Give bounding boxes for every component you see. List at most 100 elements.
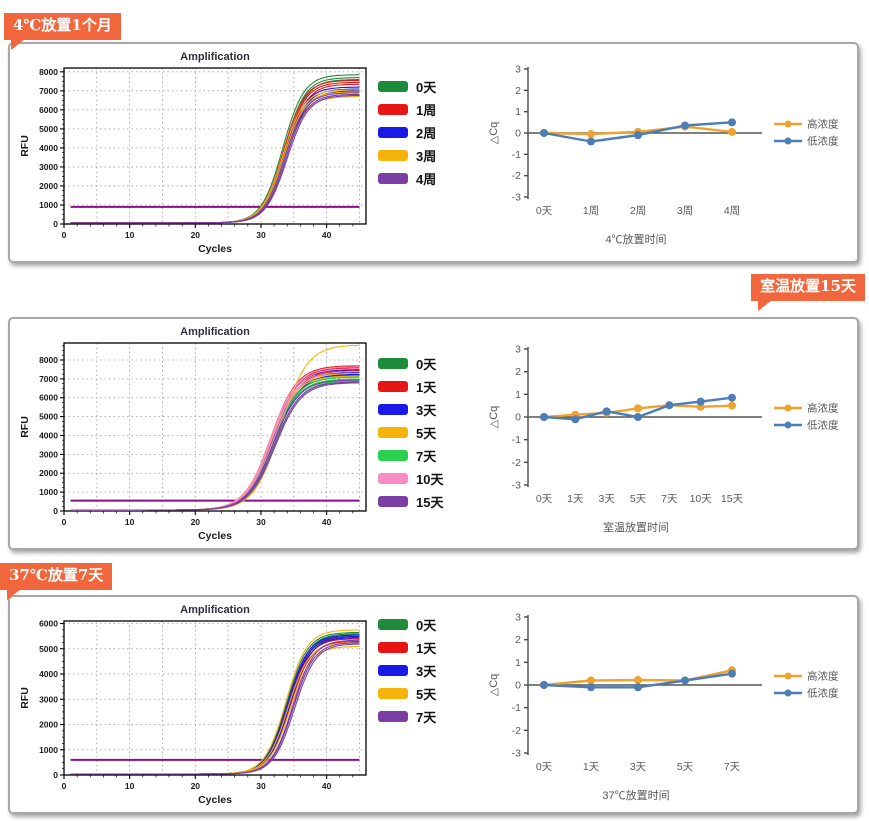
y-tick-label: 0 — [53, 770, 58, 780]
legend-label: 0天 — [416, 618, 437, 633]
y-tick-label: 0 — [53, 219, 58, 229]
data-point — [540, 129, 548, 137]
data-point — [587, 130, 595, 139]
amplification-curve — [70, 370, 360, 511]
amplification-chart-37c: Amplification 0 1000 2000 3000 4000 5000 6000 0 1… — [19, 604, 367, 806]
data-point — [728, 127, 736, 136]
legend-item: 1天 — [378, 641, 482, 656]
y-tick-label: 3 — [515, 344, 521, 356]
legend-item: 0天 — [378, 618, 482, 633]
legend-item: 3天 — [378, 403, 482, 418]
y-tick-label: 5000 — [39, 412, 58, 422]
amplification-curve — [70, 640, 360, 775]
y-tick-label: 1 — [515, 389, 521, 401]
x-tick-label: 40 — [322, 230, 332, 240]
x-tick-label: 3周 — [677, 205, 693, 217]
data-point — [728, 118, 736, 127]
legend-swatch — [378, 665, 408, 676]
x-tick-label: 2周 — [630, 205, 646, 217]
legend-swatch — [378, 358, 408, 369]
legend-swatch — [378, 642, 408, 653]
y-tick-label: 4000 — [39, 430, 58, 440]
panel-4c-storage: Amplification 0 1000 2000 3000 4000 5000 6000 70… — [8, 42, 859, 263]
data-point — [634, 676, 642, 685]
y-tick-label: 1000 — [39, 487, 58, 497]
y-tick-label: -2 — [512, 725, 521, 737]
y-tick-label: 0 — [53, 506, 58, 516]
y-tick-label: 1000 — [39, 200, 58, 210]
legend-swatch — [378, 473, 408, 484]
y-tick-label: 0 — [515, 680, 521, 692]
amplification-curve — [70, 367, 360, 511]
legend-marker — [784, 672, 792, 680]
legend-label: 10天 — [416, 472, 444, 487]
x-tick-label: 20 — [191, 781, 201, 791]
legend-swatch — [378, 173, 408, 184]
y-tick-label: 3000 — [39, 162, 58, 172]
legend-item: 0天 — [378, 80, 482, 95]
amplification-legend-37c: 0天 1天 3天 5天 7天 — [378, 618, 482, 725]
data-point — [681, 676, 689, 685]
chart-title: Amplification — [180, 326, 250, 338]
plot-frame — [63, 67, 367, 225]
amplification-curve — [70, 370, 360, 511]
legend-swatch — [378, 150, 408, 161]
amplification-curve — [70, 92, 360, 224]
legend-label: 3天 — [416, 664, 437, 679]
amplification-curve — [70, 374, 360, 511]
amplification-curve — [70, 86, 360, 224]
x-tick-label: 0天 — [536, 761, 553, 773]
y-tick-label: 2000 — [39, 181, 58, 191]
amplification-curve — [70, 378, 360, 511]
legend-item: 5天 — [378, 687, 482, 702]
y-tick-label: 6000 — [39, 105, 58, 115]
panel-label-4c-storage: 4℃放置1个月 — [4, 13, 121, 50]
legend-item: 4周 — [378, 172, 482, 187]
x-tick-label: 7天 — [724, 761, 741, 773]
x-tick-label: 30 — [256, 781, 266, 791]
data-point — [602, 407, 611, 416]
amplification-curve — [70, 88, 360, 224]
data-point — [587, 676, 595, 685]
y-axis-label: RFU — [19, 135, 31, 157]
x-tick-label: 40 — [322, 517, 332, 527]
y-tick-label: 3000 — [39, 694, 58, 704]
x-tick-label: 20 — [191, 517, 201, 527]
y-tick-label: -2 — [512, 457, 521, 469]
amplification-curve — [70, 639, 360, 775]
data-point — [587, 137, 595, 146]
legend-label: 3天 — [416, 403, 437, 418]
legend-label: 0天 — [416, 80, 437, 95]
panel-label-room-temp-storage: 室温放置15天 — [751, 274, 865, 311]
y-axis-label: △Cq — [488, 122, 500, 145]
data-point — [571, 415, 580, 424]
legend-swatch — [378, 619, 408, 630]
amplification-curve — [70, 376, 360, 511]
x-tick-label: 3天 — [630, 761, 647, 773]
legend-swatch — [378, 450, 408, 461]
y-tick-label: 8000 — [39, 67, 58, 77]
y-tick-label: 2 — [515, 366, 521, 378]
x-tick-label: 5天 — [677, 761, 694, 773]
y-tick-label: -3 — [512, 192, 521, 204]
legend-item: 3周 — [378, 149, 482, 164]
x-tick-label: 0天 — [536, 205, 553, 217]
legend-item: 1周 — [378, 103, 482, 118]
legend-item: 10天 — [378, 472, 482, 487]
y-tick-label: 5000 — [39, 644, 58, 654]
y-tick-label: -3 — [512, 748, 521, 760]
amplification-curve — [70, 643, 360, 775]
data-point — [665, 401, 674, 410]
x-tick-label: 10天 — [690, 493, 713, 505]
y-axis-label: RFU — [19, 687, 31, 709]
legend-swatch — [378, 711, 408, 722]
x-tick-label: 5天 — [630, 493, 647, 505]
x-tick-label: 3天 — [598, 493, 615, 505]
y-tick-label: -1 — [512, 702, 521, 714]
y-tick-label: -2 — [512, 170, 521, 182]
y-tick-label: 1 — [515, 657, 521, 669]
y-tick-label: 1 — [515, 106, 521, 118]
amplification-curve — [70, 369, 360, 511]
amplification-legend-4c: 0天 1周 2周 3周 4周 — [378, 80, 482, 187]
